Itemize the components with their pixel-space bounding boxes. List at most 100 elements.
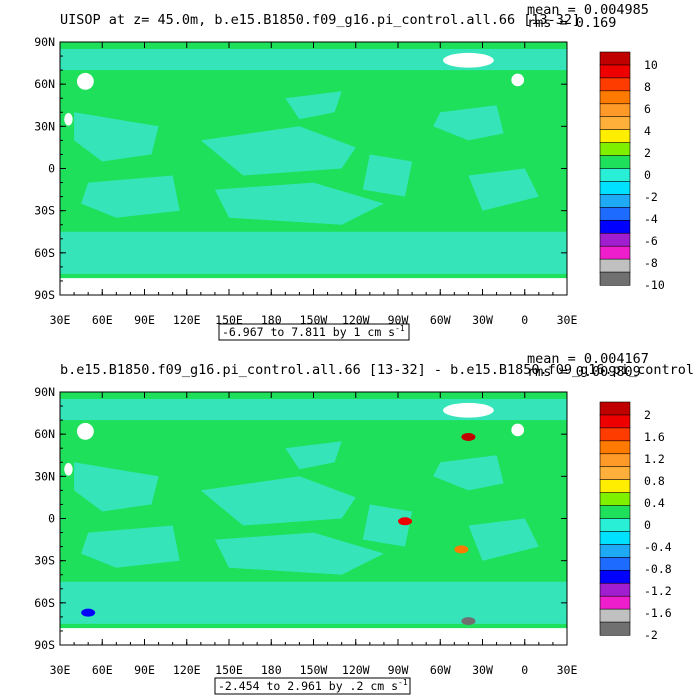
cool-region-10 [362,154,413,197]
x-tick-label: 30W [472,663,493,677]
labrador-sea-anomaly [461,432,476,441]
cool-region-7 [433,455,504,491]
colorbar-swatch [599,479,631,494]
x-tick-label: 120W [342,663,370,677]
panel-1-range-main: -6.967 to 7.811 by 1 cm s [222,325,395,339]
cool-region-4 [200,476,356,526]
colorbar-swatch [599,466,631,481]
colorbar-swatch [599,595,631,610]
panel-2-rms: rms = 0.009809 [527,364,641,380]
cool-region-1 [60,49,567,71]
colorbar-swatch [599,492,631,507]
colorbar-swatch [599,168,631,183]
colorbar-swatch [599,582,631,597]
himalaya-plateau [64,112,73,126]
panel-1-range-box: -6.967 to 7.811 by 1 cm s-1 [218,323,410,341]
colorbar-label: 0.8 [644,474,665,488]
brazil-shelf-anomaly [454,545,469,554]
cool-region-5 [214,182,384,225]
arctic-island-west [76,72,94,90]
y-tick-label: 30N [34,469,55,483]
cool-region-2 [74,462,159,512]
colorbar-swatch [599,181,631,195]
colorbar-swatch [599,232,631,247]
colorbar-label: 10 [644,58,658,72]
panel-1-range-border [218,323,410,341]
cool-region-9 [60,231,567,274]
greenland-ice [443,402,494,418]
x-tick-label: 30W [472,313,493,327]
colorbar-swatch [599,544,631,558]
panel-2-range-border [214,677,411,695]
x-tick-label: 60E [92,663,113,677]
x-tick-label: 90W [388,663,409,677]
colorbar-label: -2 [644,628,658,642]
x-tick-label: 150E [215,663,243,677]
colorbar-swatch [599,90,631,105]
colorbar-swatch [599,116,631,131]
y-tick-label: 30S [34,204,55,218]
colorbar-label: 0.4 [644,496,665,510]
cool-region-6 [285,441,342,470]
y-tick-label: 60S [34,246,55,260]
colorbar-swatch [599,129,631,144]
y-tick-label: 60N [34,77,55,91]
colorbar-swatch [599,557,631,571]
panel-1-range-exponent: -1 [395,324,405,333]
panel-2-range-exponent: -1 [398,678,408,687]
colorbar-swatch [599,440,631,455]
colorbar-swatch [599,621,631,636]
arctic-island-west [76,422,94,440]
cool-region-10 [362,504,413,547]
colorbar-label: 0 [644,168,651,182]
x-tick-label: 90E [134,663,155,677]
cool-region-4 [200,126,356,176]
colorbar-label: 2 [644,408,651,422]
colorbar-label: -0.4 [644,540,672,554]
colorbar-swatch [599,531,631,545]
panel-2-range-text: -2.454 to 2.961 by .2 cm s-1 [218,678,408,693]
canadian-archipelago [511,423,525,437]
colorbar-swatch [599,414,631,429]
x-tick-label: 90E [134,313,155,327]
cool-region-7 [433,105,504,141]
y-tick-label: 90N [34,385,55,399]
y-tick-label: 90N [34,35,55,49]
y-tick-label: 0 [48,162,55,176]
colorbar-swatch [599,142,631,157]
x-tick-label: 150W [300,663,328,677]
canadian-archipelago [511,73,525,87]
cool-region-8 [468,518,539,561]
panel-1-colorbar: 10 8 6 4 2 0 -2 -4 -6 -8 -10 [599,51,665,292]
cool-region-6 [285,91,342,120]
peru-coast-anomaly [398,517,413,526]
colorbar-swatch [599,77,631,92]
x-tick-label: 120E [173,313,201,327]
panel-2-title: b.e15.B1850.f09_g16.pi_control.all.66 [1… [60,362,694,378]
colorbar-swatch [599,245,631,260]
colorbar-swatch [599,103,631,118]
himalaya-plateau [64,462,73,476]
panel-1: UISOP at z= 45.0m, b.e15.B1850.f09_g16.p… [34,2,665,341]
y-tick-label: 90S [34,638,55,652]
x-tick-label: 0 [521,663,528,677]
y-tick-label: 30S [34,554,55,568]
colorbar-swatch [599,505,631,520]
colorbar-swatch [599,64,631,79]
panel-2-range-main: -2.454 to 2.961 by .2 cm s [218,679,398,693]
colorbar-swatch [599,207,631,221]
colorbar-label: -8 [644,256,658,270]
panel-1-title: UISOP at z= 45.0m, b.e15.B1850.f09_g16.p… [60,12,580,28]
colorbar-swatch [599,569,631,584]
colorbar-swatch [599,271,631,286]
cool-region-3 [81,175,180,218]
cool-region-9 [60,581,567,624]
colorbar-label: -10 [644,278,665,292]
greenland-ice [443,52,494,68]
colorbar-label: 1.6 [644,430,665,444]
colorbar-label: 2 [644,146,651,160]
y-tick-label: 60S [34,596,55,610]
colorbar-swatch [599,608,631,623]
panel-1-mean: mean = 0.004985 [527,2,649,18]
